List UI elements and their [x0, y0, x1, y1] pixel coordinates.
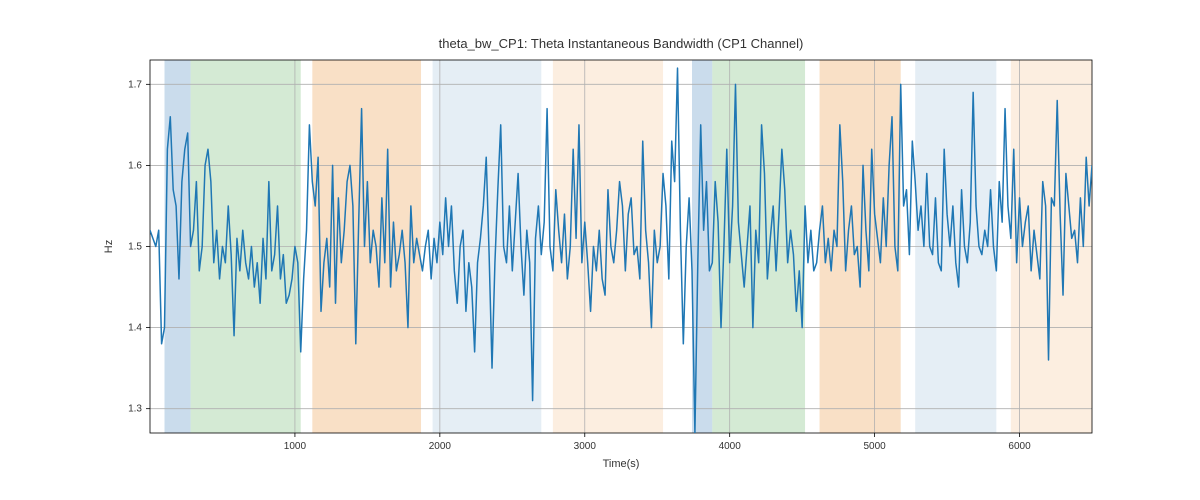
x-axis-label: Time(s): [603, 458, 640, 470]
y-tick-label: 1.3: [128, 404, 142, 415]
line-chart: 1000 2000 3000 4000 5000 6000 1.3 1.4 1.5 1.6 1.7 T…: [0, 0, 1200, 500]
y-tick-label: 1.5: [128, 242, 142, 253]
x-tick-label: 1000: [284, 441, 307, 452]
y-axis-label: Hz: [103, 240, 115, 253]
y-tick-label: 1.6: [128, 160, 142, 171]
chart-title: theta_bw_CP1: Theta Instantaneous Bandwi…: [439, 36, 804, 51]
x-tick-label: 4000: [719, 441, 742, 452]
x-tick-label: 5000: [863, 441, 886, 452]
x-tick-label: 6000: [1008, 441, 1031, 452]
x-tick-label: 3000: [574, 441, 597, 452]
y-tick-label: 1.4: [128, 323, 142, 334]
chart-container: 1000 2000 3000 4000 5000 6000 1.3 1.4 1.5 1.6 1.7 T…: [0, 0, 1200, 500]
y-tick-label: 1.7: [128, 79, 142, 90]
x-tick-label: 2000: [429, 441, 452, 452]
